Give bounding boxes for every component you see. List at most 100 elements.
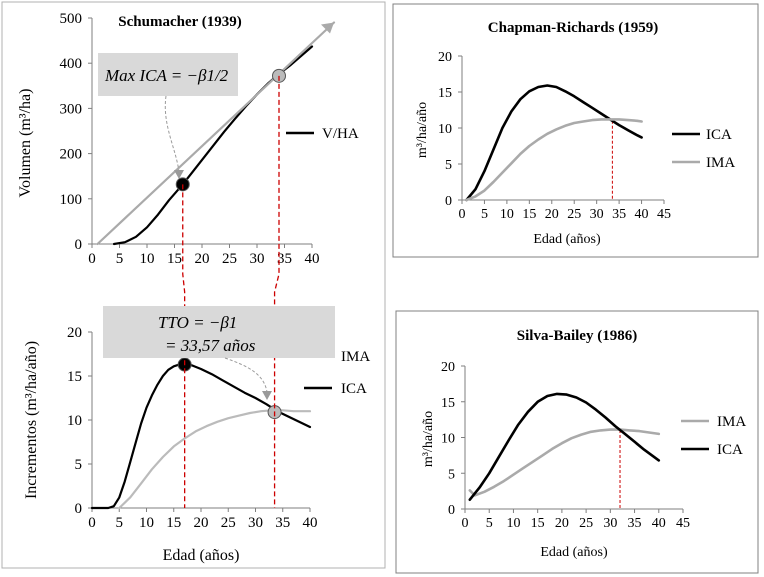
y-tick-label: 20 — [441, 360, 455, 375]
tto-box — [103, 306, 335, 358]
schumacher-dashed-lines — [182, 75, 280, 508]
legend-label: IMA — [706, 155, 735, 171]
schumacher-increment-chart: 0 5 10 15 20 25 30 35 40 0 5 10 15 20 Edad (años) Incre… — [23, 325, 370, 564]
y-tick-label: 10 — [441, 432, 455, 447]
x-tick-label: 35 — [612, 207, 626, 222]
legend-label: IMA — [341, 349, 370, 365]
series-line-ima — [118, 409, 312, 510]
y-tick-label: 20 — [438, 50, 452, 65]
tto-label-line2: = 33,57 años — [165, 336, 256, 355]
x-tick-label: 0 — [88, 515, 96, 531]
chart-title: Chapman-Richards (1959) — [488, 20, 658, 36]
series-line-ica — [465, 84, 643, 202]
series-line-ima — [468, 428, 661, 497]
reference-arrow-head — [321, 22, 334, 34]
y-axis-label: Incrementos (m³/ha/año) — [23, 341, 40, 499]
y-tick-label: 10 — [438, 122, 452, 137]
x-tick-label: 15 — [522, 207, 536, 222]
x-axis-label: Edad (años) — [163, 547, 240, 564]
x-tick-label: 20 — [545, 207, 559, 222]
x-tick-label: 40 — [652, 516, 666, 531]
max-ica-box — [98, 53, 238, 96]
x-tick-label: 30 — [250, 251, 265, 267]
max-ica-arrow-head — [174, 170, 184, 179]
y-tick-label: 500 — [60, 11, 83, 27]
legend-label: IMA — [717, 414, 746, 430]
x-tick-label: 25 — [222, 251, 237, 267]
silva-panel-frame — [395, 310, 759, 574]
x-tick-label: 5 — [116, 515, 124, 531]
x-tick-label: 0 — [462, 516, 469, 531]
tto-arrow — [224, 357, 268, 393]
x-tick-label: 40 — [303, 515, 318, 531]
x-tick-label: 30 — [248, 515, 263, 531]
x-tick-label: 5 — [116, 251, 124, 267]
silva-bailey-chart: 0 5 10 15 20 25 30 35 40 45 0 5 10 15 20 Silva-Bailey (… — [421, 328, 746, 560]
x-tick-label: 0 — [88, 251, 96, 267]
y-tick-label: 5 — [448, 467, 455, 482]
reference-line — [96, 21, 336, 246]
max-ica-annotation: Max ICA = −β1/2 — [98, 53, 238, 96]
optimum-age-dashed-line — [182, 184, 186, 508]
legend-label: ICA — [706, 127, 732, 143]
y-tick-label: 0 — [448, 503, 455, 518]
legend-label: ICA — [341, 381, 367, 397]
tto-arrow-head — [262, 391, 272, 400]
y-tick-label: 15 — [441, 396, 455, 411]
x-tick-label: 25 — [567, 207, 581, 222]
series-line-ica — [90, 362, 312, 510]
optimum-age-dashed-line — [273, 75, 280, 508]
y-axis-label: Volumen (m³/ha) — [17, 89, 34, 198]
y-tick-label: 15 — [438, 86, 452, 101]
x-tick-label: 10 — [139, 515, 154, 531]
chart-title: Schumacher (1939) — [118, 14, 241, 30]
tto-label-line1: TTO = −β1 — [158, 313, 237, 332]
y-tick-label: 5 — [75, 457, 83, 473]
series-line-ica — [468, 392, 661, 501]
x-tick-label: 40 — [305, 251, 320, 267]
y-tick-label: 0 — [75, 237, 83, 253]
chapman-richards-chart: 0 5 10 15 20 25 30 35 40 4505101520Chapman-Richar… — [415, 20, 735, 247]
x-tick-label: 35 — [275, 515, 290, 531]
x-tick-label: 25 — [579, 516, 593, 531]
x-tick-label: 10 — [500, 207, 514, 222]
x-tick-label: 30 — [590, 207, 604, 222]
x-tick-label: 10 — [140, 251, 155, 267]
legend-label: V/HA — [322, 126, 359, 142]
y-tick-label: 5 — [445, 158, 452, 173]
x-tick-label: 20 — [194, 515, 209, 531]
x-tick-label: 15 — [166, 515, 181, 531]
chapman-panel-frame — [392, 3, 759, 258]
x-tick-label: 40 — [635, 207, 649, 222]
x-tick-label: 20 — [555, 516, 569, 531]
y-tick-label: 100 — [60, 192, 83, 208]
legend-label: ICA — [717, 442, 743, 458]
x-tick-label: 45 — [657, 207, 671, 222]
x-tick-label: 5 — [481, 207, 488, 222]
y-tick-label: 200 — [60, 147, 83, 163]
y-tick-label: 400 — [60, 56, 83, 72]
y-axis-label: m³/ha/año — [421, 411, 436, 467]
x-tick-label: 25 — [221, 515, 236, 531]
x-tick-label: 30 — [603, 516, 617, 531]
y-tick-label: 0 — [445, 194, 452, 209]
y-tick-label: 10 — [67, 413, 82, 429]
series-line-ima — [465, 118, 643, 202]
y-tick-label: 20 — [67, 325, 82, 341]
x-tick-label: 20 — [195, 251, 210, 267]
left-panel-frame — [1, 1, 386, 569]
x-tick-label: 35 — [628, 516, 642, 531]
x-axis-label: Edad (años) — [540, 545, 608, 560]
chart-title: Silva-Bailey (1986) — [517, 328, 637, 344]
x-tick-label: 10 — [506, 516, 520, 531]
y-tick-label: 0 — [75, 501, 83, 517]
y-tick-label: 300 — [60, 101, 83, 117]
max-ica-arrow — [164, 95, 180, 173]
x-tick-label: 5 — [486, 516, 493, 531]
x-axis-label: Edad (años) — [533, 232, 601, 247]
x-tick-label: 15 — [531, 516, 545, 531]
x-tick-label: 15 — [167, 251, 182, 267]
